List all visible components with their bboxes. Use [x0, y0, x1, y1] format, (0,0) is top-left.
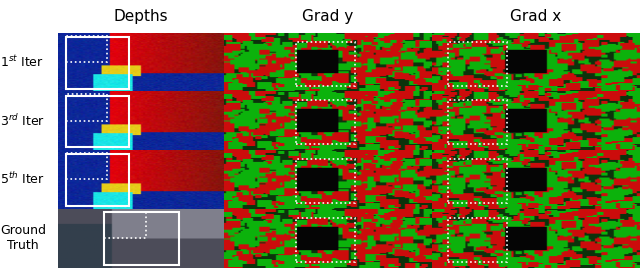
Bar: [104, 212, 145, 238]
Bar: [296, 41, 355, 86]
Bar: [448, 100, 507, 144]
Bar: [66, 96, 129, 147]
Bar: [448, 218, 507, 262]
Bar: [448, 41, 507, 86]
Text: Depths: Depths: [113, 9, 168, 24]
Bar: [66, 154, 129, 206]
Bar: [296, 218, 355, 262]
Text: Ground
Truth: Ground Truth: [0, 224, 46, 252]
Bar: [296, 159, 355, 203]
Bar: [66, 153, 108, 180]
Bar: [66, 94, 108, 121]
Bar: [296, 100, 355, 144]
Text: 1$^{st}$ Iter: 1$^{st}$ Iter: [0, 54, 44, 70]
Text: Grad y: Grad y: [302, 9, 353, 24]
Text: Grad x: Grad x: [510, 9, 561, 24]
Bar: [66, 37, 129, 88]
Bar: [104, 212, 179, 265]
Bar: [66, 36, 108, 62]
Text: 3$^{rd}$ Iter: 3$^{rd}$ Iter: [0, 113, 45, 129]
Text: 5$^{th}$ Iter: 5$^{th}$ Iter: [0, 171, 45, 188]
Bar: [448, 159, 507, 203]
